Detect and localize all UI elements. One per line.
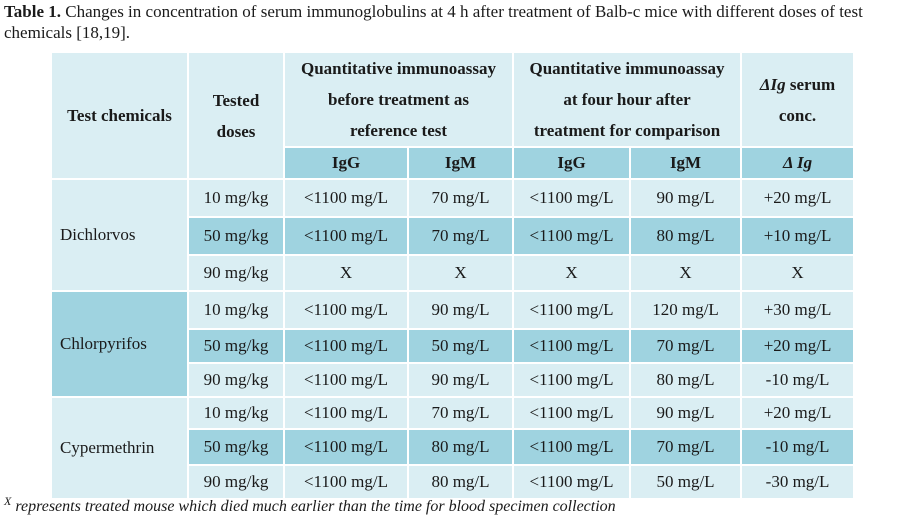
igm-after-cell: 70 mg/L: [629, 328, 743, 364]
table-row: Cypermethrin 10 mg/kg <1100 mg/L 70 mg/L…: [50, 396, 856, 500]
igg-before-cell: <1100 mg/L: [283, 362, 409, 398]
igg-after-cell: <1100 mg/L: [512, 178, 632, 218]
header-delta-ig: Δ Ig: [740, 146, 856, 180]
table-row: Dichlorvos 10 mg/kg <1100 mg/L 70 mg/L <…: [50, 178, 856, 292]
delta-cell: -10 mg/L: [740, 428, 856, 466]
header-igm-before: IgM: [406, 146, 515, 180]
dose-cell: 50 mg/kg: [187, 216, 285, 256]
delta-cell: X: [740, 254, 856, 292]
dose-cell: 50 mg/kg: [187, 428, 285, 466]
igg-after-cell: X: [512, 254, 632, 292]
dose-cell: 90 mg/kg: [187, 362, 285, 398]
igm-after-cell: 50 mg/L: [629, 464, 743, 500]
header-igg-after: IgG: [512, 146, 632, 180]
igm-after-cell: 90 mg/L: [629, 178, 743, 218]
dose-cell: 90 mg/kg: [187, 464, 285, 500]
igm-after-cell: 70 mg/L: [629, 428, 743, 466]
delta-cell: -30 mg/L: [740, 464, 856, 500]
igg-after-cell: <1100 mg/L: [512, 290, 632, 330]
delta-cell: +30 mg/L: [740, 290, 856, 330]
igg-after-cell: <1100 mg/L: [512, 428, 632, 466]
igm-before-cell: 70 mg/L: [406, 396, 515, 430]
header-before-treatment: Quantitative immunoassay before treatmen…: [282, 51, 515, 148]
igg-after-cell: <1100 mg/L: [512, 362, 632, 398]
igm-before-cell: 80 mg/L: [406, 428, 515, 466]
igm-after-cell: X: [629, 254, 743, 292]
header-igm-after: IgM: [629, 146, 743, 180]
igg-after-cell: <1100 mg/L: [512, 396, 632, 430]
chemical-name: Cypermethrin: [50, 396, 189, 500]
footnote-mark: X: [4, 494, 12, 508]
igm-after-cell: 120 mg/L: [629, 290, 743, 330]
table-row: 50 mg/kg <1100 mg/L 70 mg/L <1100 mg/L 8…: [51, 216, 856, 256]
igg-after-cell: <1100 mg/L: [512, 464, 632, 500]
footnote-text: represents treated mouse which died much…: [15, 498, 616, 515]
igg-after-cell: <1100 mg/L: [512, 216, 632, 256]
caption-text: Changes in concentration of serum immuno…: [4, 2, 863, 42]
igm-before-cell: 70 mg/L: [406, 178, 515, 218]
igm-before-cell: 90 mg/L: [406, 290, 515, 330]
igm-after-cell: 80 mg/L: [629, 216, 743, 256]
immunoglobulin-table: Test chemicals Tested doses Quantitative…: [50, 51, 856, 500]
igg-before-cell: <1100 mg/L: [283, 428, 409, 466]
delta-cell: +20 mg/L: [740, 396, 856, 430]
dose-cell: 50 mg/kg: [187, 328, 285, 364]
delta-cell: +20 mg/L: [740, 178, 856, 218]
igm-before-cell: 80 mg/L: [406, 464, 515, 500]
caption-label: Table 1.: [4, 2, 62, 21]
igm-before-cell: 90 mg/L: [406, 362, 515, 398]
dose-cell: 10 mg/kg: [187, 396, 285, 430]
dose-cell: 10 mg/kg: [187, 178, 285, 218]
header-test-chemicals: Test chemicals: [50, 51, 189, 180]
igg-before-cell: <1100 mg/L: [283, 396, 409, 430]
chemical-name: Chlorpyrifos: [50, 290, 189, 398]
chemical-name: Dichlorvos: [50, 178, 189, 292]
igg-before-cell: <1100 mg/L: [283, 178, 409, 218]
dose-cell: 10 mg/kg: [187, 290, 285, 330]
igm-before-cell: 50 mg/L: [406, 328, 515, 364]
igg-before-cell: <1100 mg/L: [283, 216, 409, 256]
igg-before-cell: X: [283, 254, 409, 292]
igg-before-cell: <1100 mg/L: [283, 290, 409, 330]
table-row: Chlorpyrifos 10 mg/kg <1100 mg/L 90 mg/L…: [50, 290, 856, 398]
table-row: 90 mg/kg <1100 mg/L 90 mg/L <1100 mg/L 8…: [51, 362, 856, 398]
header-tested-doses: Tested doses: [187, 51, 285, 180]
delta-cell: +20 mg/L: [740, 328, 856, 364]
igg-after-cell: <1100 mg/L: [512, 328, 632, 364]
header-igg-before: IgG: [283, 146, 409, 180]
igg-before-cell: <1100 mg/L: [283, 328, 409, 364]
igm-before-cell: 70 mg/L: [406, 216, 515, 256]
delta-cell: +10 mg/L: [740, 216, 856, 256]
igm-after-cell: 90 mg/L: [629, 396, 743, 430]
igm-after-cell: 80 mg/L: [629, 362, 743, 398]
table-caption: Table 1. Changes in concentration of ser…: [4, 1, 899, 43]
delta-cell: -10 mg/L: [740, 362, 856, 398]
dose-cell: 90 mg/kg: [187, 254, 285, 292]
header-after-treatment: Quantitative immunoassay at four hour af…: [512, 51, 743, 148]
igm-before-cell: X: [406, 254, 515, 292]
header-delta-ig-serum: ΔIg serum conc.: [740, 51, 856, 148]
igg-before-cell: <1100 mg/L: [283, 464, 409, 500]
